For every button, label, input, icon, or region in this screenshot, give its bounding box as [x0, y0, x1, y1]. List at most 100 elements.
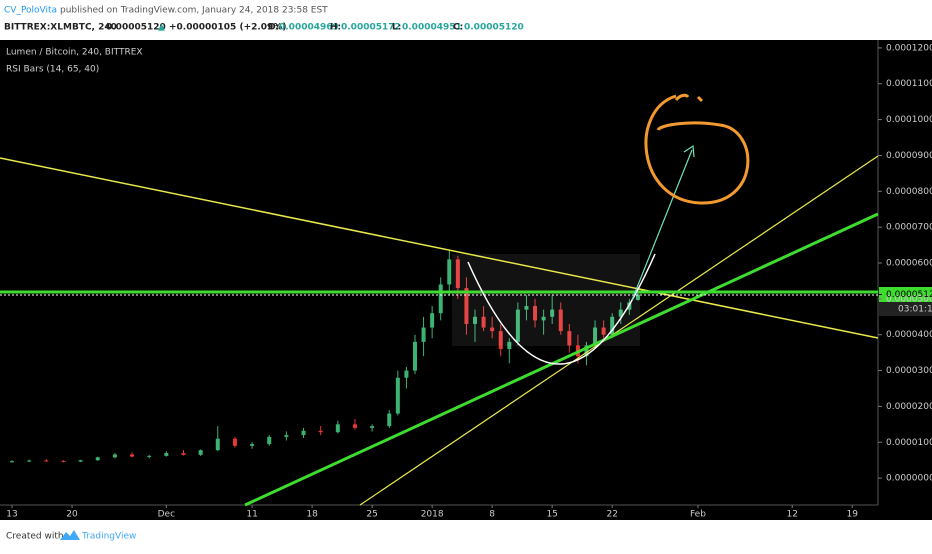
candle-body — [301, 430, 306, 436]
candle-body — [498, 331, 503, 350]
candle-body — [558, 309, 563, 332]
candle-body — [232, 438, 237, 446]
candle-body — [44, 460, 49, 462]
x-tick-label: 20 — [66, 510, 78, 520]
candles — [10, 250, 640, 463]
candle-body — [198, 450, 203, 455]
published: published on TradingView.com, January 24… — [60, 6, 328, 16]
drawings — [0, 93, 879, 507]
price-tag — [879, 287, 932, 302]
candle-body — [78, 460, 83, 462]
candle-body — [10, 461, 15, 463]
cup-curve — [467, 253, 656, 365]
candle-body — [610, 316, 615, 335]
chart-title: Lumen / Bitcoin, 240, BITTREX — [6, 48, 143, 58]
candle-body — [95, 457, 100, 461]
x-tick-label: 15 — [546, 510, 557, 520]
candle-body — [181, 453, 186, 455]
candle-body — [541, 316, 546, 321]
header-bg — [0, 0, 932, 40]
brand[interactable]: TradingView — [81, 532, 136, 542]
candle-body — [267, 436, 272, 445]
candle-body — [473, 316, 478, 324]
candle-body — [455, 259, 460, 289]
candle-body — [438, 284, 443, 314]
trend-line — [0, 157, 879, 339]
candle-body — [335, 424, 340, 433]
candle-body — [550, 309, 555, 317]
last-price-label: 0.00005120 — [886, 290, 932, 300]
x-tick-label: 22 — [606, 510, 617, 520]
candle-body — [601, 327, 606, 335]
candle-body — [507, 341, 512, 350]
candle-body — [421, 327, 426, 342]
l: 0.00004951 — [402, 23, 462, 33]
candle-body — [490, 327, 495, 332]
x-tick-label: 25 — [366, 510, 377, 520]
symbol-row: BITTREX:XLMBTC, 240 0.00005120 ▲ +0.0000… — [4, 23, 524, 33]
candle-body — [567, 331, 572, 346]
circle-scribble — [644, 94, 750, 205]
x-tick-label: Feb — [690, 510, 706, 520]
x-tick-label: 19 — [847, 510, 859, 520]
candle-body — [533, 306, 538, 321]
candle-body — [404, 370, 409, 378]
logo — [60, 530, 80, 540]
created: Created with — [6, 532, 64, 542]
candle-body — [370, 426, 375, 428]
candle-body — [250, 444, 255, 446]
x-tick-label: 2018 — [421, 510, 444, 520]
x-tick-label: 18 — [306, 510, 318, 520]
y-tick-label: 0.00000000 — [886, 474, 932, 484]
candle-body — [130, 454, 135, 457]
candle-body — [464, 288, 469, 324]
h-label: H: — [330, 23, 341, 33]
candle-body — [352, 424, 357, 428]
time-axis-bg — [0, 505, 932, 520]
candle-body — [147, 455, 152, 457]
candle-body — [27, 460, 32, 462]
indicator: RSI Bars (14, 65, 40) — [6, 65, 99, 75]
x-tick-label: 11 — [246, 510, 257, 520]
o: 0.00004969 — [279, 23, 339, 33]
author[interactable]: CV_PoloVita — [4, 6, 57, 16]
candle-body — [524, 306, 529, 310]
candle-body — [395, 377, 400, 414]
symbol: BITTREX:XLMBTC, 240 — [4, 23, 117, 33]
arrow: ▲ — [158, 23, 165, 33]
c: 0.00005120 — [464, 23, 524, 33]
candle-body — [215, 438, 220, 451]
candle-body — [318, 430, 323, 433]
x-tick-label: 13 — [6, 510, 17, 520]
c-label: C: — [453, 23, 463, 33]
candle-body — [112, 454, 117, 458]
scribble — [674, 93, 704, 103]
countdown: 03:01:14 — [898, 305, 932, 315]
price-axis-bg — [878, 40, 932, 505]
l-label: L: — [392, 23, 401, 33]
candle-body — [387, 413, 392, 427]
x-tick-label: 12 — [787, 510, 798, 520]
candle-body — [515, 309, 520, 342]
candle-body — [430, 313, 435, 328]
h: 0.00005172 — [341, 23, 401, 33]
arrow — [631, 149, 693, 301]
candle-body — [481, 316, 486, 328]
candle-body — [61, 460, 66, 462]
x-tick-label: 8 — [489, 510, 495, 520]
candle-body — [447, 259, 452, 285]
candle-body — [164, 453, 169, 456]
